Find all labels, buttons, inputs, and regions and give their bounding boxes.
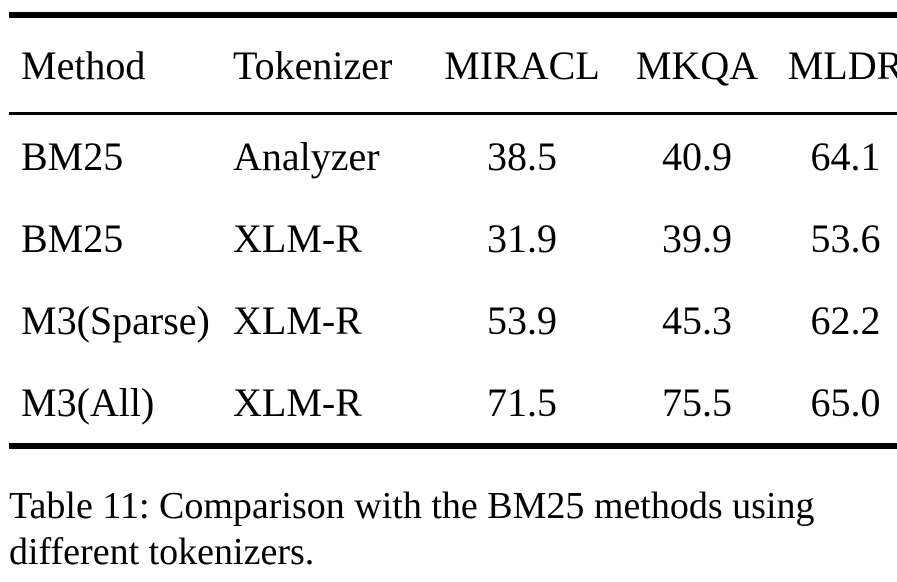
header-cell-method: Method <box>21 42 146 88</box>
table-row: M3(All) XLM-R 71.5 75.5 65.0 <box>9 361 897 446</box>
cell-mldr: 64.1 <box>810 133 881 179</box>
header-cell-miracl: MIRACL <box>444 42 600 88</box>
cell-miracl: 53.9 <box>487 297 557 343</box>
cell-method: BM25 <box>21 215 124 261</box>
cell-method: BM25 <box>21 133 124 179</box>
cell-miracl: 38.5 <box>487 133 557 179</box>
cell-tokenizer: XLM-R <box>233 297 362 343</box>
cell-miracl: 71.5 <box>487 379 557 425</box>
results-table: Method Tokenizer MIRACL MKQA MLDR BM25 A… <box>9 12 897 449</box>
table-body: BM25 Analyzer 38.5 40.9 64.1 BM25 XLM-R … <box>9 114 897 447</box>
cell-mkqa: 75.5 <box>662 379 732 425</box>
cell-mldr: 65.0 <box>810 379 881 425</box>
cell-method: M3(Sparse) <box>21 297 210 343</box>
table-caption: Table 11: Comparison with the BM25 metho… <box>9 485 815 574</box>
cell-miracl: 31.9 <box>487 215 557 261</box>
cell-mldr: 62.2 <box>810 297 881 343</box>
table-row: BM25 Analyzer 38.5 40.9 64.1 <box>9 114 897 198</box>
cell-tokenizer: XLM-R <box>233 379 362 425</box>
header-row: Method Tokenizer MIRACL MKQA MLDR <box>9 15 897 114</box>
table-header: Method Tokenizer MIRACL MKQA MLDR <box>9 15 897 114</box>
header-cell-mldr: MLDR <box>787 42 897 88</box>
header-cell-tokenizer: Tokenizer <box>233 42 393 88</box>
table-row: M3(Sparse) XLM-R 53.9 45.3 62.2 <box>9 279 897 361</box>
cell-tokenizer: XLM-R <box>233 215 362 261</box>
cell-tokenizer: Analyzer <box>233 133 380 179</box>
cell-mkqa: 40.9 <box>662 133 732 179</box>
header-cell-mkqa: MKQA <box>635 42 759 88</box>
cell-mkqa: 45.3 <box>662 297 732 343</box>
cell-method: M3(All) <box>21 379 155 425</box>
table-row: BM25 XLM-R 31.9 39.9 53.6 <box>9 197 897 279</box>
cell-mldr: 53.6 <box>810 215 881 261</box>
cell-mkqa: 39.9 <box>662 215 732 261</box>
